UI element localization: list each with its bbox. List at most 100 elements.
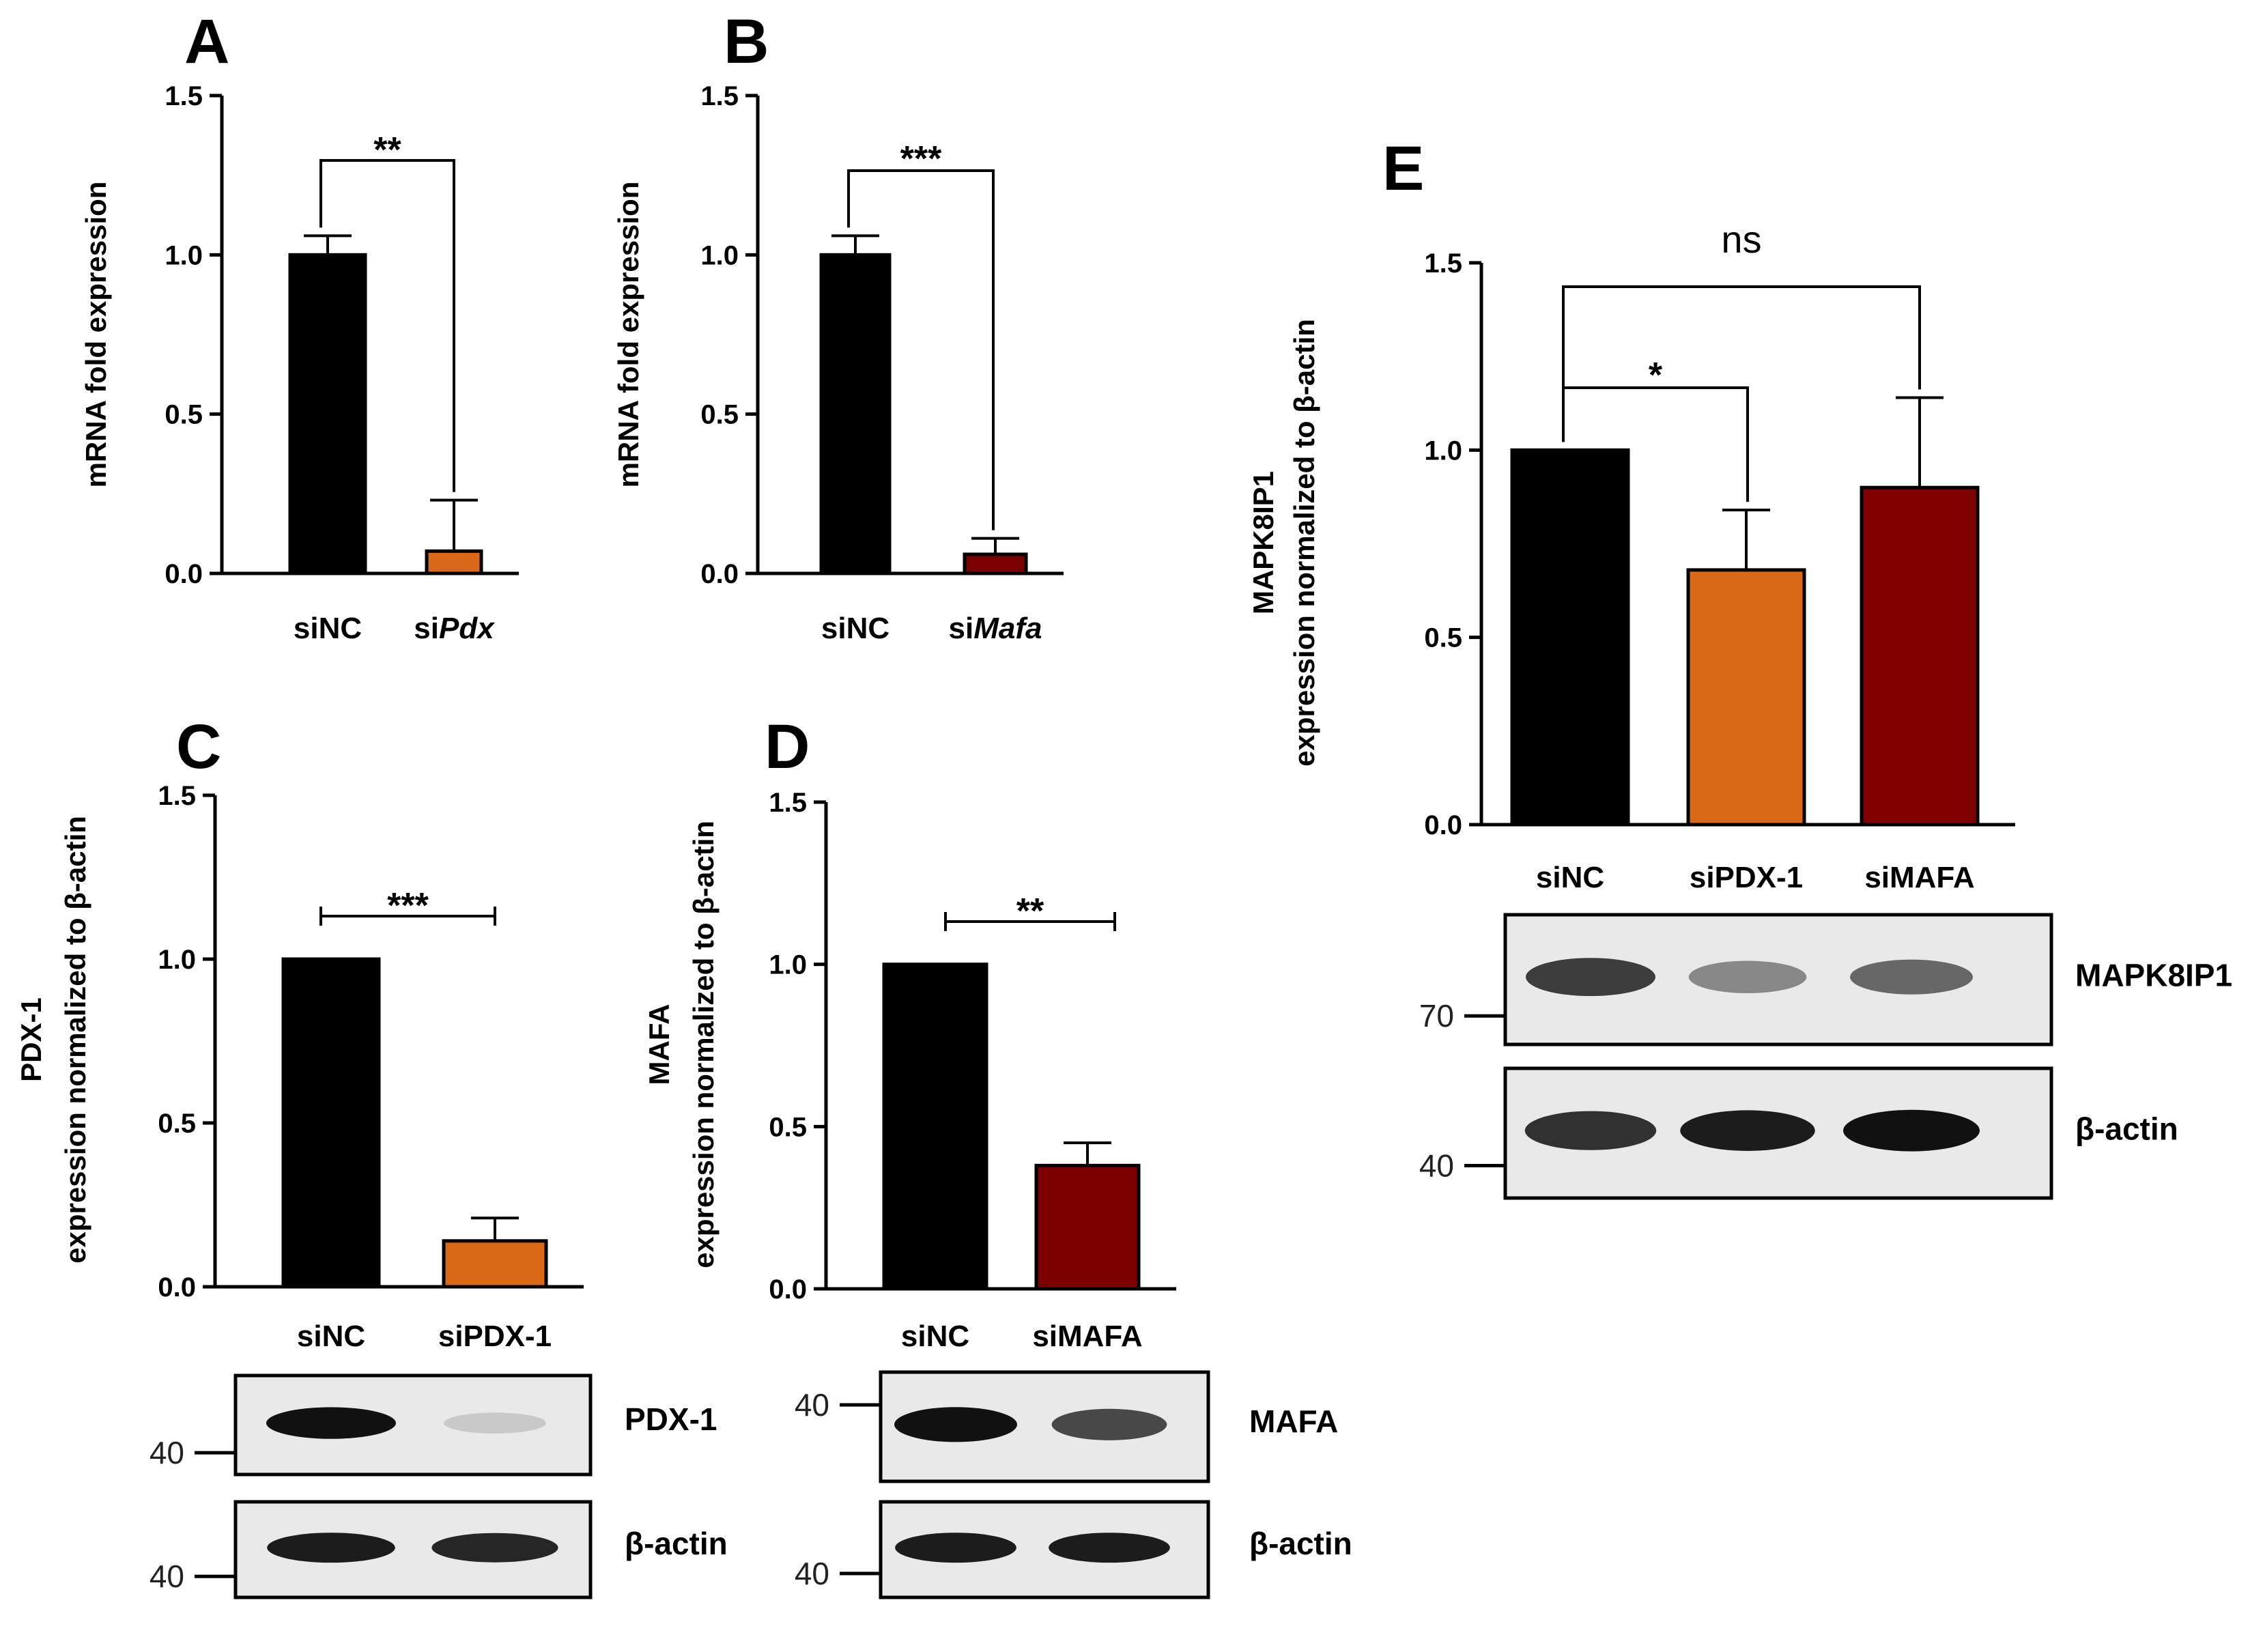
chart-d: 0.0 0.5 1.0 1.5 siNC siMAFA MAFA expression nor… (643, 788, 1176, 1353)
y-tick-label: 1.5 (1424, 248, 1462, 279)
y-tick-label: 0.5 (1424, 623, 1462, 653)
bar-sinc (281, 957, 381, 1289)
y-tick-label: 0.0 (769, 1274, 807, 1305)
western-blot-d: MAFA 40 β-actin 40 (795, 1370, 1352, 1599)
category-label: siPdx (414, 612, 495, 645)
panel-label-e: E (1382, 134, 1424, 203)
mw-label: 40 (795, 1556, 829, 1591)
y-axis-label-line2: expression normalized to β-actin (59, 816, 91, 1264)
significance-bracket (319, 907, 496, 926)
category-label: siNC (297, 1320, 365, 1353)
y-axis-label-line1: MAPK8IP1 (1247, 471, 1279, 614)
blot-band (266, 1407, 396, 1439)
y-tick-label: 1.0 (158, 945, 196, 975)
significance-bracket (847, 169, 995, 530)
y-tick-label: 0.0 (158, 1272, 196, 1302)
blot-band (894, 1407, 1017, 1442)
significance-label: ** (1016, 892, 1044, 931)
bar-sipdx-1 (1686, 568, 1806, 827)
category-label: siNC (1536, 861, 1604, 894)
blot-protein-label: PDX-1 (625, 1401, 717, 1437)
y-axis-label-line2: expression normalized to β-actin (687, 821, 720, 1268)
y-axis-label-line1: PDX-1 (15, 997, 47, 1082)
panel-label-b: B (724, 7, 769, 76)
bar-sipdx (425, 549, 483, 575)
y-axis-label: mRNA fold expression (80, 182, 112, 488)
y-tick-label: 0.5 (165, 400, 203, 430)
significance-label: * (1649, 356, 1663, 395)
panel-label-c: C (176, 712, 221, 782)
significance-label: ns (1721, 218, 1761, 261)
chart-e: 0.0 0.5 1.0 1.5 siNC siPDX-1 siMAFA MAPK8IP1 exp… (1247, 218, 2015, 894)
blot-band (1051, 1408, 1167, 1440)
chart-c: 0.0 0.5 1.0 1.5 siNC siPDX-1 PDX-1 expression n… (15, 781, 584, 1353)
blot-protein-label: MAFA (1249, 1404, 1338, 1439)
category-label: siNC (294, 612, 362, 645)
significance-bracket (319, 159, 455, 492)
category-label: siPDX-1 (438, 1320, 552, 1353)
bar-sinc (288, 253, 367, 575)
y-tick-label: 1.5 (158, 781, 196, 811)
significance-label: *** (387, 886, 429, 926)
blot-band (895, 1533, 1016, 1563)
y-tick-label: 0.0 (1424, 810, 1462, 840)
significance-bracket (944, 912, 1116, 931)
y-tick-label: 1.5 (700, 81, 739, 111)
y-tick-label: 1.0 (1424, 436, 1462, 466)
y-axis-label-line1: MAFA (643, 1004, 675, 1085)
y-tick-label: 0.5 (158, 1109, 196, 1139)
chart-layer: 0.0 0.5 1.0 1.5 siNC siPdx mRNA fold expressio… (15, 81, 2232, 1599)
significance-label: ** (373, 130, 401, 170)
blot-band (1524, 1111, 1657, 1150)
category-label: siPDX-1 (1690, 861, 1803, 894)
western-blot-e: MAPK8IP1 70 β-actin 40 (1419, 913, 2232, 1200)
category-label: siMAFA (1864, 861, 1974, 894)
panel-label-a: A (184, 7, 229, 76)
blot-band (1688, 960, 1807, 993)
blot-band (1049, 1533, 1170, 1563)
y-tick-label: 1.5 (769, 788, 807, 818)
significance-label: *** (900, 139, 942, 179)
category-label: siNC (821, 612, 889, 645)
y-tick-label: 1.0 (165, 240, 203, 270)
y-axis-label-line2: expression normalized to β-actin (1288, 319, 1320, 767)
significance-bracket (1562, 285, 1921, 442)
y-tick-label: 1.0 (769, 950, 807, 980)
blot-band (1680, 1110, 1815, 1151)
blot-protein-label: β-actin (625, 1526, 728, 1561)
mw-label: 40 (1419, 1148, 1454, 1184)
chart-b: 0.0 0.5 1.0 1.5 siNC siMafa mRNA fold expressi… (612, 81, 1064, 645)
y-axis-label: mRNA fold expression (612, 182, 644, 488)
y-tick-label: 0.5 (700, 400, 739, 430)
category-label: siNC (901, 1320, 969, 1353)
blot-band (267, 1533, 395, 1563)
blot-protein-label: MAPK8IP1 (2075, 958, 2232, 993)
mw-label: 40 (150, 1435, 184, 1470)
chart-a: 0.0 0.5 1.0 1.5 siNC siPdx mRNA fold expressio… (80, 81, 519, 645)
bar-sinc (882, 963, 988, 1291)
blot-protein-label: β-actin (2075, 1111, 2178, 1147)
blot-band (431, 1533, 558, 1563)
y-tick-label: 0.0 (700, 559, 739, 589)
y-tick-label: 1.5 (165, 81, 203, 111)
blot-protein-label: β-actin (1249, 1526, 1352, 1561)
bar-simafa (1034, 1163, 1141, 1291)
bar-sinc (819, 253, 892, 575)
blot-band (1526, 958, 1655, 997)
western-blot-c: PDX-1 40 β-actin 40 (150, 1373, 728, 1599)
bar-simafa (1860, 485, 1980, 827)
blot-band (444, 1412, 546, 1434)
mw-label: 40 (795, 1387, 829, 1423)
bar-sipdx-1 (442, 1239, 548, 1289)
mw-label: 70 (1419, 998, 1454, 1034)
y-tick-label: 0.5 (769, 1112, 807, 1142)
bar-simafa (963, 552, 1028, 575)
blot-band (1843, 1109, 1980, 1152)
y-tick-label: 1.0 (700, 240, 739, 270)
category-label: siMafa (949, 612, 1042, 645)
category-label: siMAFA (1032, 1320, 1142, 1353)
y-tick-label: 0.0 (165, 559, 203, 589)
bar-sinc (1510, 448, 1630, 827)
mw-label: 40 (150, 1558, 184, 1594)
panel-label-d: D (765, 712, 810, 782)
